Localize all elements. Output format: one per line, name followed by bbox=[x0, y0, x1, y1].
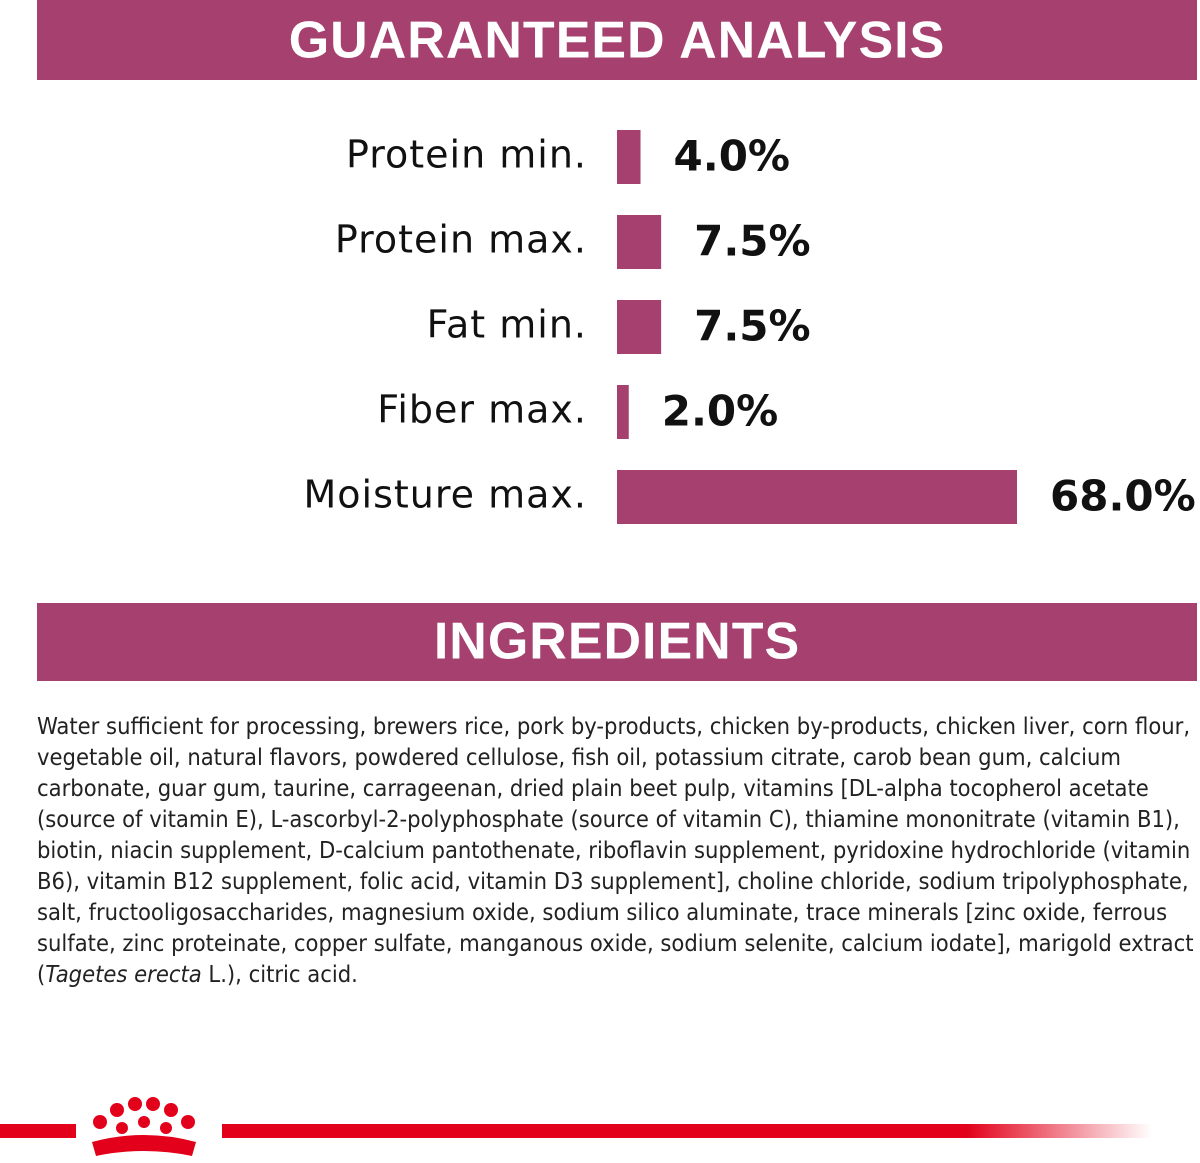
ingredients-title: INGREDIENTS bbox=[434, 613, 800, 671]
value-label: 68.0% bbox=[1050, 472, 1196, 521]
category-label: Protein max. bbox=[335, 218, 587, 262]
value-label: 2.0% bbox=[662, 387, 778, 436]
bar bbox=[617, 130, 641, 184]
ingredients-part: Water sufficient for processing, brewers… bbox=[37, 712, 1194, 988]
ingredients-part: L.), citric acid. bbox=[201, 960, 358, 988]
category-label: Protein min. bbox=[346, 133, 587, 177]
bar bbox=[617, 385, 629, 439]
category-label: Fat min. bbox=[427, 303, 587, 347]
bar bbox=[617, 470, 1017, 524]
value-label: 7.5% bbox=[694, 217, 810, 266]
category-label: Fiber max. bbox=[377, 388, 587, 432]
bar bbox=[617, 215, 662, 269]
category-label: Moisture max. bbox=[304, 473, 588, 517]
ingredients-band bbox=[37, 603, 1197, 681]
chart: Protein min. 4.0% Protein max. 7.5% Fat min.… bbox=[304, 130, 1196, 524]
rule-right bbox=[222, 1124, 1152, 1138]
logo bbox=[92, 1097, 196, 1156]
value-label: 7.5% bbox=[694, 302, 810, 351]
bar bbox=[617, 300, 662, 354]
ingredients-text: Water sufficient for processing, brewers… bbox=[37, 711, 1197, 990]
header-band bbox=[37, 0, 1197, 80]
header-title: GUARANTEED ANALYSIS bbox=[289, 12, 946, 70]
value-label: 4.0% bbox=[674, 132, 790, 181]
ingredients-italic: Tagetes erecta bbox=[45, 960, 202, 988]
rule-left bbox=[0, 1124, 76, 1138]
